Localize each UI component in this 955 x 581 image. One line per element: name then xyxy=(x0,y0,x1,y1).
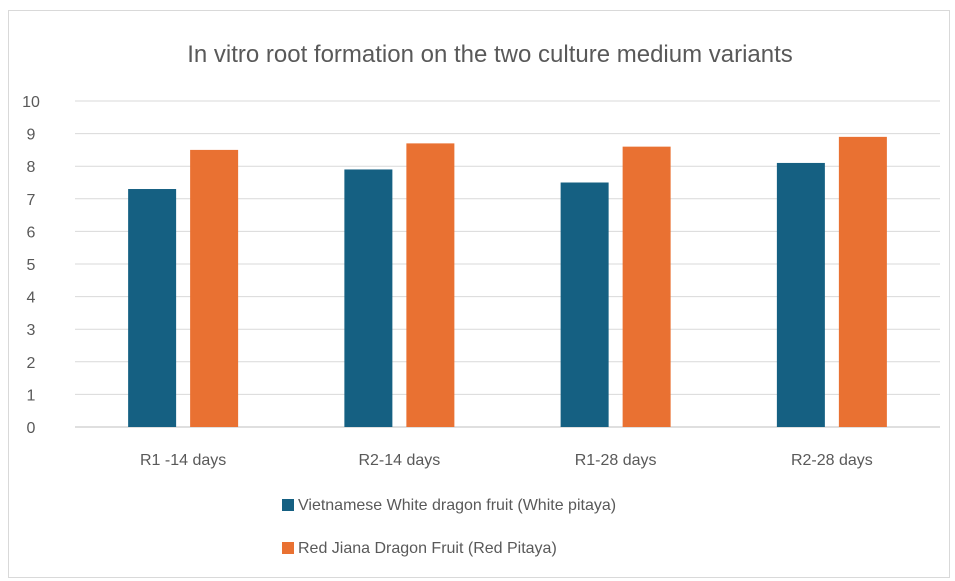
y-tick-label: 1 xyxy=(27,387,36,404)
y-tick-label: 2 xyxy=(27,355,36,372)
bar-white-pitaya xyxy=(128,189,177,427)
y-tick-label: 10 xyxy=(22,94,40,111)
y-tick-label: 8 xyxy=(27,159,36,176)
y-axis-tick-labels: 0 1 2 3 4 5 6 7 8 9 10 xyxy=(22,94,40,437)
legend-item-red-pitaya: Red Jiana Dragon Fruit (Red Pitaya) xyxy=(282,540,557,557)
y-tick-label: 9 xyxy=(27,127,36,144)
y-tick-label: 4 xyxy=(27,290,36,307)
legend-swatch xyxy=(282,499,294,511)
legend-swatch xyxy=(282,542,294,554)
bar-white-pitaya xyxy=(560,182,609,427)
legend: Vietnamese White dragon fruit (White pit… xyxy=(282,497,616,557)
y-tick-label: 6 xyxy=(27,224,36,241)
legend-label: Vietnamese White dragon fruit (White pit… xyxy=(298,497,616,514)
bar-white-pitaya xyxy=(344,169,393,427)
x-category-label: R2-28 days xyxy=(791,452,873,469)
bar-red-pitaya xyxy=(190,149,239,427)
bar-white-pitaya xyxy=(776,162,825,427)
bars xyxy=(128,136,887,428)
y-tick-label: 7 xyxy=(27,192,36,209)
y-tick-label: 3 xyxy=(27,322,36,339)
bar-red-pitaya xyxy=(622,146,671,427)
x-category-label: R1 -14 days xyxy=(140,452,226,469)
chart-title: In vitro root formation on the two cultu… xyxy=(187,41,793,68)
x-axis-category-labels: R1 -14 days R2-14 days R1-28 days R2-28 day… xyxy=(140,452,873,469)
x-category-label: R1-28 days xyxy=(575,452,657,469)
bar-red-pitaya xyxy=(406,143,455,427)
legend-label: Red Jiana Dragon Fruit (Red Pitaya) xyxy=(298,540,557,557)
y-tick-label: 0 xyxy=(27,420,36,437)
legend-item-white-pitaya: Vietnamese White dragon fruit (White pit… xyxy=(282,497,616,514)
x-category-label: R2-14 days xyxy=(358,452,440,469)
bar-red-pitaya xyxy=(838,136,887,428)
y-tick-label: 5 xyxy=(27,257,36,274)
